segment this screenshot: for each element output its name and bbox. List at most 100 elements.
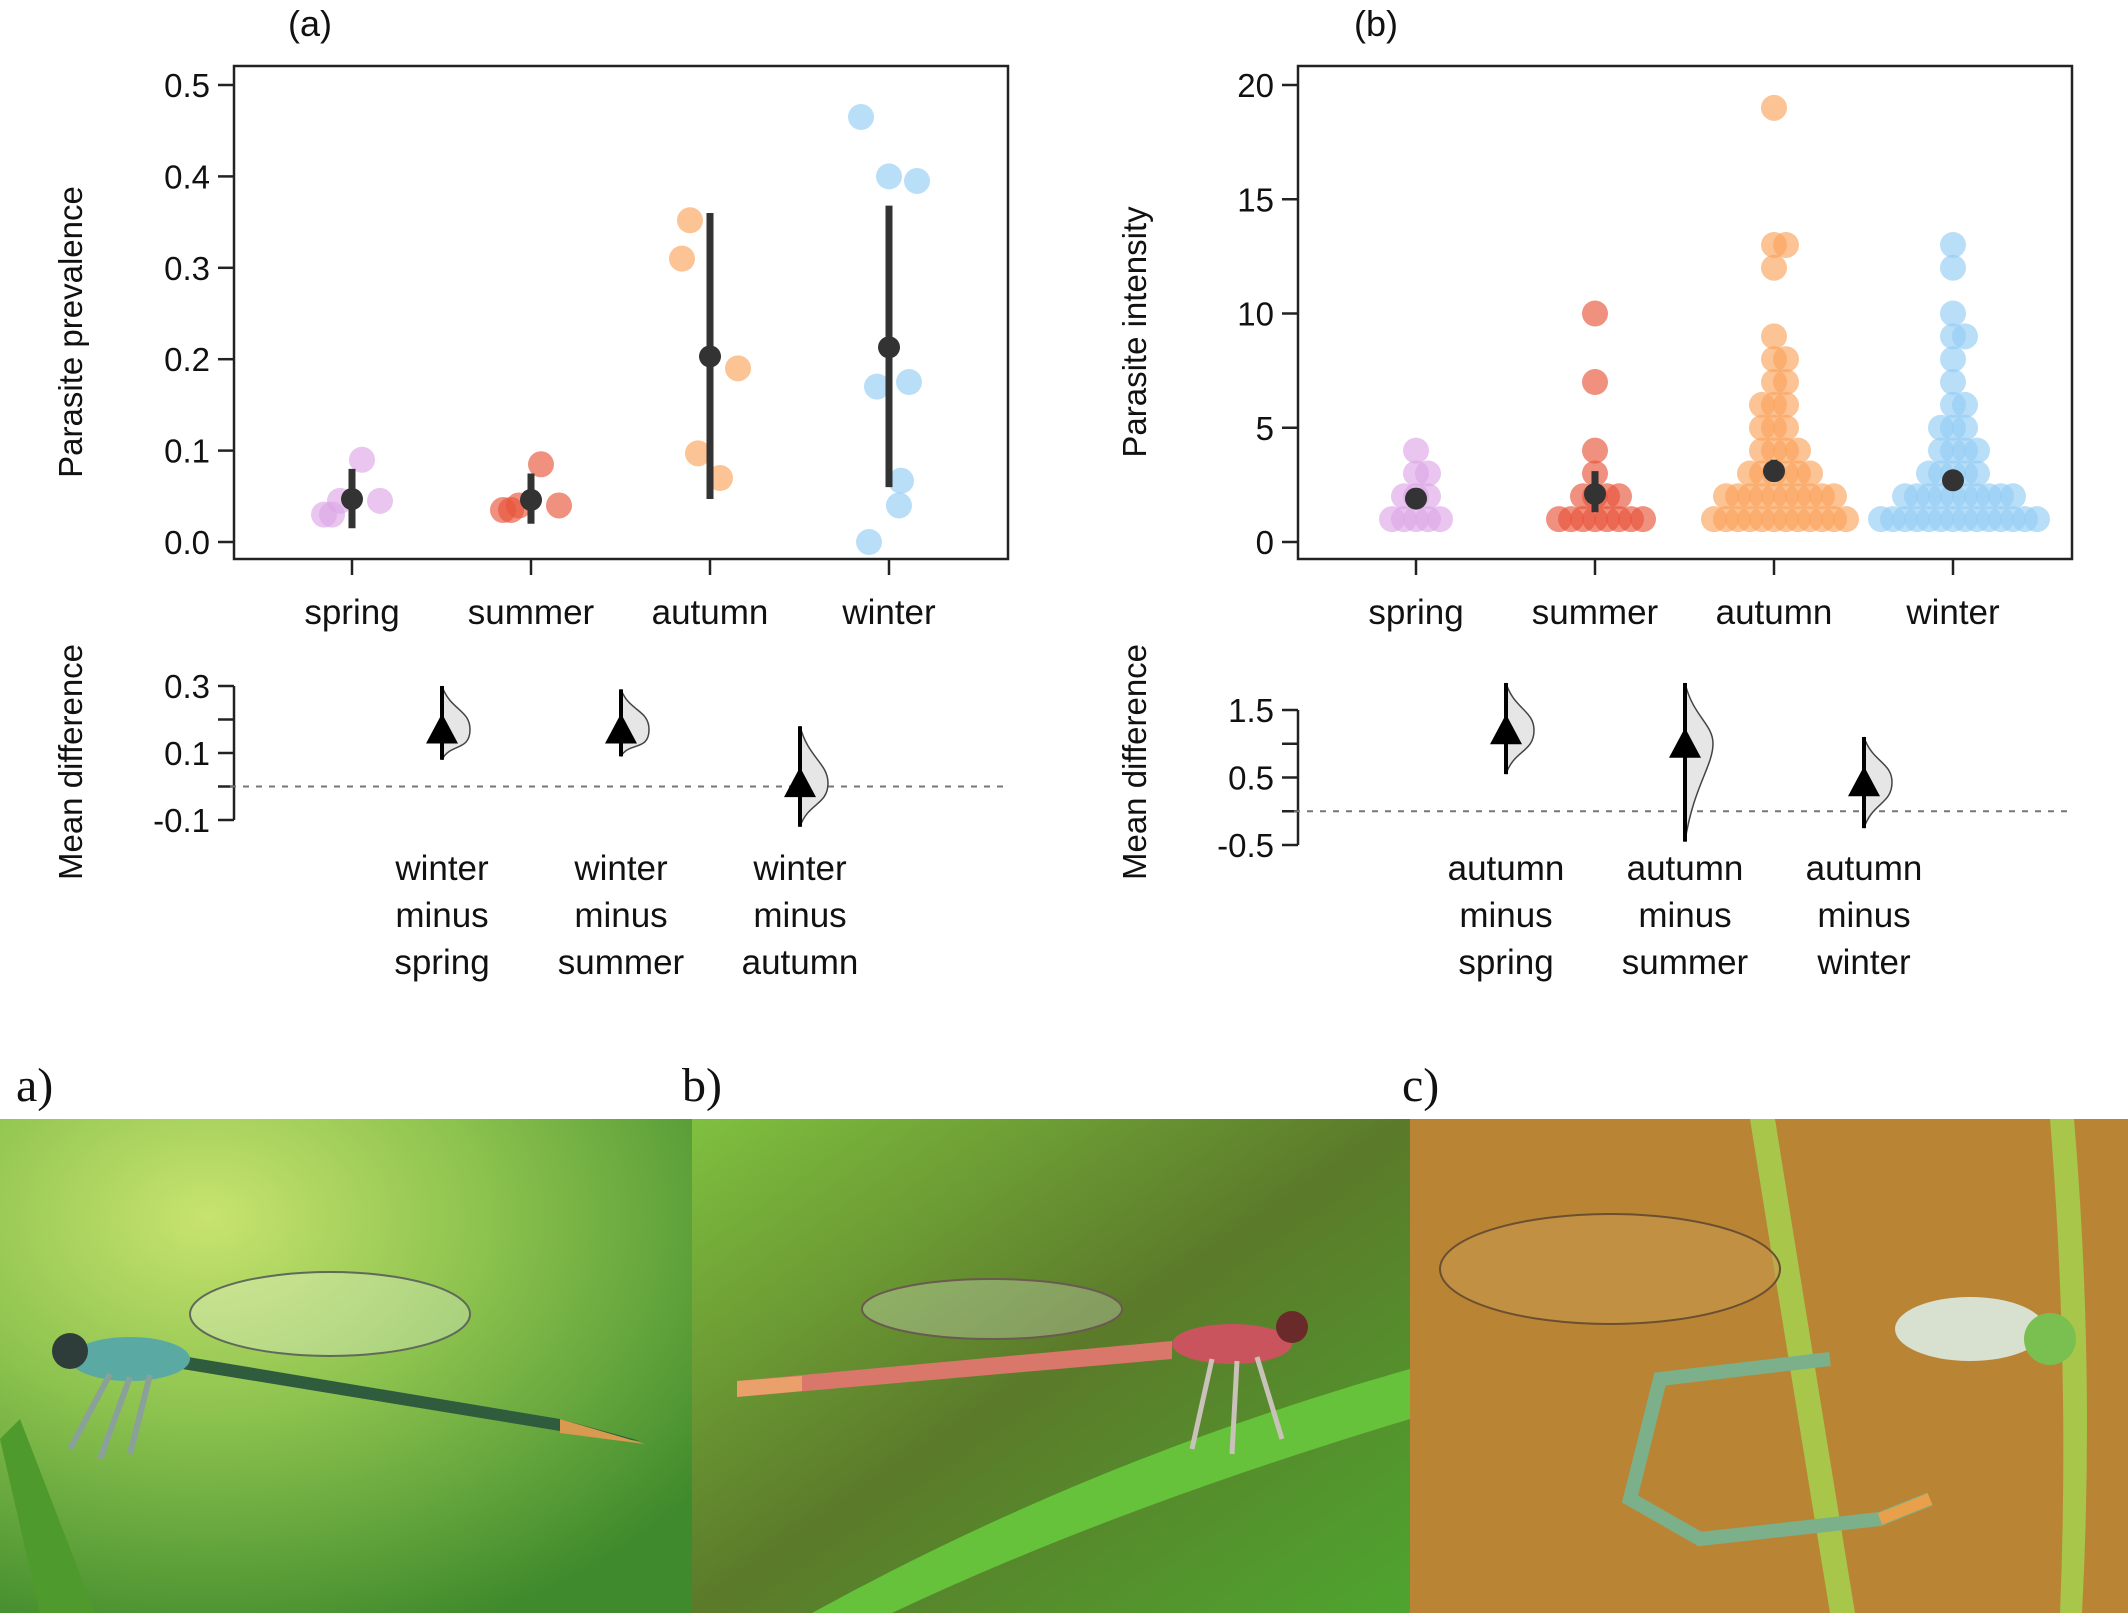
diff-label: winter <box>1816 943 1911 982</box>
data-point <box>856 529 882 555</box>
x-tick-label: summer <box>468 593 595 632</box>
data-point <box>1821 483 1847 510</box>
data-point <box>886 492 912 519</box>
y-tick-label: 5 <box>1256 410 1274 447</box>
data-point <box>1773 414 1799 441</box>
wing-shape <box>1439 1213 1781 1325</box>
mean-point <box>1763 460 1785 483</box>
data-point <box>685 440 711 467</box>
diff-mean-triangle <box>1848 766 1880 797</box>
diff-label: autumn <box>742 943 859 982</box>
mean-point <box>1405 487 1427 510</box>
data-point <box>1403 437 1429 464</box>
diff-label: winter <box>573 849 668 888</box>
y-tick-label: 0.2 <box>164 341 210 378</box>
diff-y-tick-label: -0.1 <box>153 802 210 839</box>
data-point <box>1749 414 1775 441</box>
panel-b-diff-ylabel: Mean difference <box>1116 644 1153 880</box>
data-point <box>349 446 375 473</box>
damselfly-photo-a <box>0 1119 692 1613</box>
x-tick-label: autumn <box>1716 593 1833 632</box>
bootstrap-distribution <box>1863 736 1893 829</box>
diff-label: minus <box>753 896 846 935</box>
y-tick-label: 0.4 <box>164 158 210 195</box>
diff-label: spring <box>1458 943 1553 982</box>
data-point <box>1606 483 1632 510</box>
data-point <box>1952 323 1978 350</box>
data-point <box>1582 369 1608 396</box>
mean-point <box>699 345 721 368</box>
data-point <box>2000 483 2026 510</box>
x-tick-label: winter <box>1905 593 2000 632</box>
data-point <box>1928 414 1954 441</box>
panel-b-label: (b) <box>1354 3 1398 44</box>
data-point <box>1940 369 1966 396</box>
data-point <box>1940 300 1966 327</box>
photo-a-label: a) <box>16 1059 54 1112</box>
x-tick-label: spring <box>1368 593 1463 632</box>
panel-b-chart: (b) Parasite intensity Mean difference 0… <box>1116 3 2074 982</box>
y-tick-label: 0.0 <box>164 524 210 561</box>
y-tick-label: 0.3 <box>164 250 210 287</box>
data-point <box>1797 460 1823 487</box>
data-point <box>1833 506 1859 533</box>
diff-label: summer <box>1622 943 1749 982</box>
mean-point <box>1584 483 1606 506</box>
damselfly-photo-c <box>1410 1119 2128 1613</box>
bootstrap-distribution <box>1684 682 1714 842</box>
data-point <box>669 245 695 272</box>
data-point <box>1952 391 1978 418</box>
data-point <box>1773 391 1799 418</box>
diff-mean-triangle <box>1490 714 1522 745</box>
data-point <box>1761 254 1787 281</box>
wing-shape <box>861 1278 1123 1340</box>
diff-label: autumn <box>1806 849 1923 888</box>
diff-y-tick-label: 0.1 <box>164 735 210 772</box>
y-tick-label: 0.1 <box>164 433 210 470</box>
data-point <box>1749 437 1775 464</box>
data-point <box>1785 437 1811 464</box>
data-point <box>1749 391 1775 418</box>
data-point <box>1892 483 1918 510</box>
y-tick-label: 0.5 <box>164 67 210 104</box>
data-point <box>896 369 922 396</box>
data-point <box>1379 506 1405 533</box>
data-point <box>1582 300 1608 327</box>
leaf-shape <box>0 1419 95 1613</box>
diff-label: minus <box>1817 896 1910 935</box>
data-point <box>725 355 751 382</box>
diff-mean-triangle <box>605 713 637 744</box>
mean-point <box>878 336 900 359</box>
diff-y-tick-label: 0.5 <box>1228 760 1274 797</box>
diff-label: minus <box>574 896 667 935</box>
data-point <box>367 487 393 514</box>
x-tick-label: autumn <box>652 593 769 632</box>
panel-a-label: (a) <box>288 3 332 44</box>
diff-label: minus <box>1459 896 1552 935</box>
data-point <box>528 451 554 478</box>
plot-frame <box>232 64 1010 561</box>
data-point <box>1761 94 1787 121</box>
diff-y-tick-label: -0.5 <box>1217 827 1274 864</box>
data-point <box>1773 369 1799 396</box>
wing-shape <box>189 1271 471 1357</box>
abdomen-shape <box>170 1354 640 1441</box>
data-point <box>1916 460 1942 487</box>
y-tick-label: 10 <box>1237 296 1274 333</box>
data-point <box>1773 346 1799 373</box>
data-point <box>2024 506 2050 533</box>
data-point <box>1940 254 1966 281</box>
panel-a-ylabel: Parasite prevalence <box>52 186 89 478</box>
data-point <box>864 373 890 400</box>
data-point <box>1940 231 1966 258</box>
data-point <box>904 167 930 194</box>
data-point <box>1630 506 1656 533</box>
data-point <box>1964 437 1990 464</box>
data-point <box>1952 414 1978 441</box>
data-point <box>1940 346 1966 373</box>
diff-mean-triangle <box>784 767 816 798</box>
x-tick-label: summer <box>1532 593 1659 632</box>
data-point <box>1713 483 1739 510</box>
diff-mean-triangle <box>1669 727 1701 758</box>
